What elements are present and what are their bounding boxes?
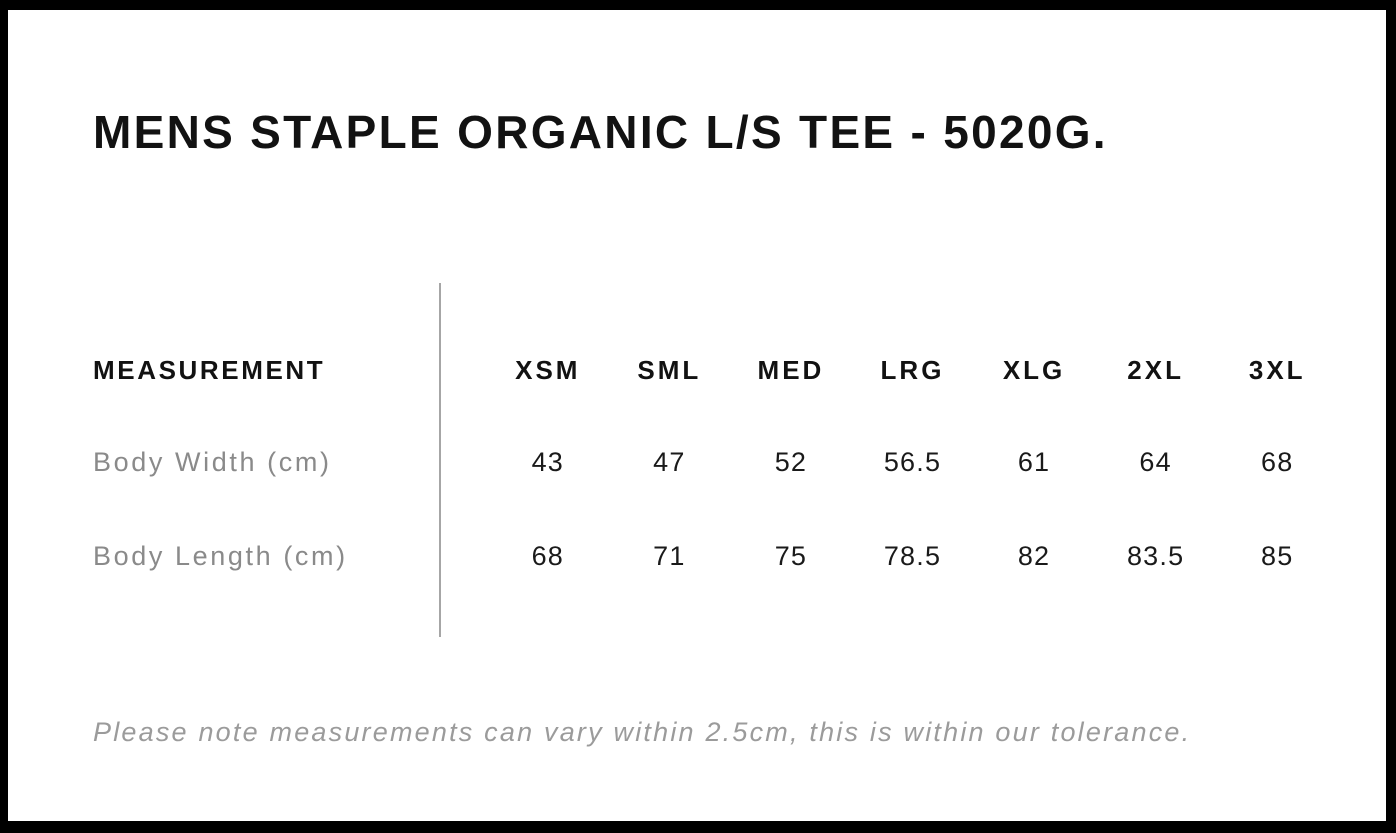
- column-header-sml: SML: [637, 354, 702, 385]
- column-header-measurement: MEASUREMENT: [93, 354, 326, 385]
- table-divider-line: [439, 283, 441, 637]
- body-length-value-xlg: 82: [1017, 540, 1051, 571]
- page-title: MENS STAPLE ORGANIC L/S TEE - 5020G.: [93, 106, 1108, 158]
- row-label-body-width: Body Width (cm): [93, 446, 332, 477]
- body-length-value-med: 75: [774, 540, 808, 571]
- column-header-xsm: XSM: [515, 354, 581, 385]
- body-width-value-2xl: 64: [1139, 446, 1172, 477]
- body-width-value-3xl: 68: [1260, 446, 1294, 477]
- body-length-value-3xl: 85: [1260, 540, 1294, 571]
- tolerance-note: Please note measurements can vary within…: [93, 717, 1192, 747]
- body-length-value-xsm: 68: [531, 540, 564, 571]
- body-width-value-med: 52: [774, 446, 808, 477]
- body-width-value-xlg: 61: [1017, 446, 1051, 477]
- column-header-2xl: 2XL: [1127, 354, 1184, 385]
- size-chart-table: MEASUREMENT XSM SML MED LRG XLG 2XL 3XL …: [93, 325, 1338, 603]
- body-length-value-sml: 71: [653, 540, 686, 571]
- column-header-xlg: XLG: [1002, 354, 1066, 385]
- body-length-value-2xl: 83.5: [1126, 540, 1185, 571]
- row-label-body-length: Body Length (cm): [93, 540, 348, 571]
- body-width-value-sml: 47: [653, 446, 686, 477]
- column-header-med: MED: [757, 354, 825, 385]
- body-width-value-xsm: 43: [531, 446, 564, 477]
- column-header-lrg: LRG: [880, 354, 945, 385]
- body-width-value-lrg: 56.5: [883, 446, 942, 477]
- column-header-3xl: 3XL: [1248, 354, 1306, 385]
- body-length-value-lrg: 78.5: [883, 540, 942, 571]
